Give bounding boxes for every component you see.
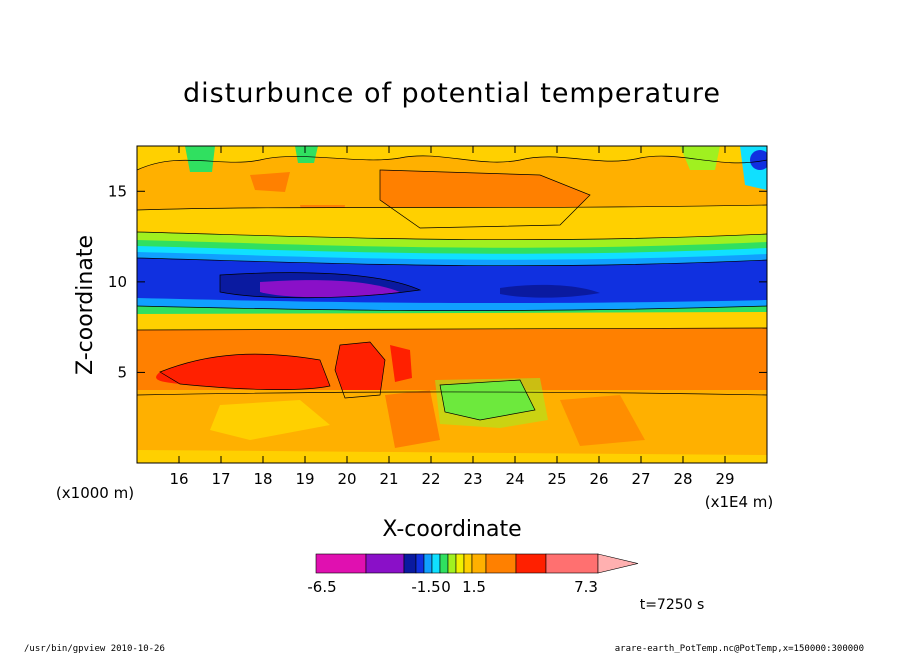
time-label: t=7250 s	[640, 597, 705, 613]
patch-red-mid	[335, 342, 385, 398]
colorbar-segment-6	[439, 553, 449, 574]
patch-upper-dark-orange	[250, 172, 290, 192]
band-dark-blue-right	[500, 284, 600, 298]
colorbar-segment-11	[485, 553, 517, 574]
x-tick-label-13: 29	[715, 470, 734, 488]
x-axis-ticks: 16 17 18 19 20 21 22 23 24 25 26 27 28 29	[169, 146, 735, 488]
x-unit-left: (x1000 m)	[56, 484, 134, 502]
x-tick-label-0: 16	[169, 470, 188, 488]
colorbar-segment-7	[447, 553, 457, 574]
patch-bottom-yellow	[210, 400, 330, 440]
band-low-lightblue	[137, 298, 767, 313]
patch-top-green	[185, 146, 215, 172]
y-axis-ticks: 5 10 15	[108, 182, 767, 381]
patch-red-left	[156, 354, 330, 390]
x-unit-right: (x1E4 m)	[705, 493, 774, 511]
x-axis-label: X-coordinate	[382, 517, 521, 542]
colorbar-segment-4	[423, 553, 433, 574]
x-tick-label-7: 23	[463, 470, 482, 488]
x-tick-label-9: 25	[547, 470, 566, 488]
x-tick-label-2: 18	[253, 470, 272, 488]
contour-lines	[137, 155, 767, 421]
colorbar-segment-8	[455, 553, 465, 574]
plot-frame	[136, 145, 768, 464]
patch-top-green2	[295, 146, 318, 163]
x-tick-label-8: 24	[505, 470, 524, 488]
colorbar-tick-labels: -6.5 -1.5 0 1.5 7.3	[307, 578, 598, 596]
x-tick-label-3: 19	[295, 470, 314, 488]
colorbar-segment-13	[545, 553, 599, 574]
colorbar-label-1: -1.5	[411, 578, 440, 596]
x-tick-label-12: 28	[673, 470, 692, 488]
y-tick-label-2: 15	[108, 182, 127, 200]
footer-right: arare-earth_PotTemp.nc@PotTemp,x=150000:…	[615, 644, 864, 654]
patch-red-mid2	[390, 345, 412, 382]
colorbar-segment-10	[471, 553, 487, 574]
x-tick-label-11: 27	[631, 470, 650, 488]
y-axis-label: Z-coordinate	[73, 235, 98, 375]
colorbar-segment-3	[415, 553, 425, 574]
colorbar-segment-1	[365, 553, 405, 574]
colorbar-label-3: 1.5	[462, 578, 486, 596]
x-tick-label-10: 26	[589, 470, 608, 488]
x-tick-label-1: 17	[211, 470, 230, 488]
band-purple	[260, 280, 400, 298]
colorbar-segment-0	[315, 553, 367, 574]
footer-left: /usr/bin/gpview 2010-10-26	[24, 644, 165, 654]
patch-bottom-lightgreen	[435, 378, 548, 428]
y-tick-label-0: 5	[117, 363, 127, 381]
y-tick-label-1: 10	[108, 273, 127, 291]
colorbar-segment-9	[463, 553, 473, 574]
band-floor-yellow	[137, 450, 767, 463]
patch-bottom-darkorange2	[560, 395, 645, 446]
colorbar-label-0: -6.5	[307, 578, 336, 596]
colorbar-label-4: 7.3	[574, 578, 598, 596]
x-tick-label-6: 22	[421, 470, 440, 488]
colorbar	[315, 553, 639, 574]
chart-title: disturbunce of potential temperature	[183, 78, 721, 109]
colorbar-segment-5	[431, 553, 441, 574]
colorbar-extend-arrow	[597, 553, 639, 574]
patch-top-blue	[750, 150, 767, 170]
band-upper-yellow	[137, 205, 767, 242]
band-blue	[137, 258, 767, 312]
x-tick-label-4: 20	[337, 470, 356, 488]
patch-bottom-darkorange	[385, 390, 440, 448]
x-tick-label-5: 21	[379, 470, 398, 488]
plot-area	[137, 146, 767, 463]
colorbar-label-2: 0	[441, 578, 451, 596]
colorbar-segment-2	[403, 553, 417, 574]
patch-top-green3	[680, 146, 720, 170]
colorbar-segment-12	[515, 553, 547, 574]
